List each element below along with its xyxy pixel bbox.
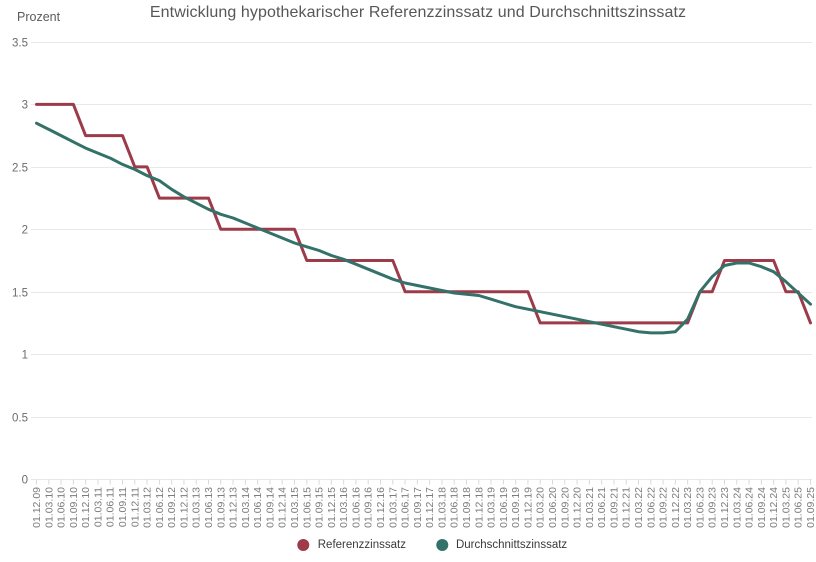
svg-text:0: 0 [22, 475, 28, 487]
svg-text:01.09.10: 01.09.10 [68, 487, 80, 528]
svg-text:01.06.17: 01.06.17 [400, 487, 412, 528]
svg-text:01.06.23: 01.06.23 [694, 487, 706, 528]
svg-text:2.5: 2.5 [12, 163, 28, 175]
svg-text:01.03.12: 01.03.12 [142, 487, 154, 528]
svg-text:01.12.11: 01.12.11 [129, 487, 141, 527]
svg-text:01.09.15: 01.09.15 [314, 487, 326, 528]
svg-text:01.09.18: 01.09.18 [461, 487, 473, 528]
svg-text:01.12.14: 01.12.14 [277, 487, 289, 528]
svg-text:01.09.17: 01.09.17 [412, 487, 424, 528]
svg-text:01.03.11: 01.03.11 [92, 487, 104, 527]
svg-text:0.5: 0.5 [12, 413, 28, 425]
svg-text:01.06.18: 01.06.18 [449, 487, 461, 528]
legend: Referenzzinssatz Durchschnittszinssatz [297, 539, 568, 551]
svg-text:01.03.17: 01.03.17 [387, 487, 399, 528]
svg-text:01.12.16: 01.12.16 [375, 487, 387, 528]
svg-text:01.12.09: 01.12.09 [31, 487, 43, 528]
svg-text:01.09.11: 01.09.11 [117, 487, 129, 527]
legend-label-durchschnittszinssatz: Durchschnittszinssatz [455, 539, 568, 551]
legend-marker-durchschnittszinssatz-icon [435, 539, 448, 551]
svg-text:01.03.24: 01.03.24 [731, 487, 743, 528]
svg-text:01.12.24: 01.12.24 [768, 487, 780, 528]
svg-text:01.12.10: 01.12.10 [80, 487, 92, 528]
svg-text:01.06.16: 01.06.16 [350, 487, 362, 528]
svg-text:01.09.12: 01.09.12 [166, 487, 178, 528]
svg-text:01.06.24: 01.06.24 [744, 487, 756, 528]
svg-text:01.12.22: 01.12.22 [670, 487, 682, 528]
legend-item-referenzzinssatz[interactable]: Referenzzinssatz [297, 539, 406, 551]
svg-text:01.06.25: 01.06.25 [793, 487, 805, 528]
svg-text:01.03.22: 01.03.22 [633, 487, 645, 528]
svg-text:01.09.25: 01.09.25 [805, 487, 816, 528]
svg-text:01.03.23: 01.03.23 [682, 487, 694, 528]
svg-text:01.12.18: 01.12.18 [473, 487, 485, 528]
svg-text:01.03.19: 01.03.19 [486, 487, 498, 528]
svg-text:01.12.21: 01.12.21 [621, 487, 633, 528]
svg-text:01.03.20: 01.03.20 [535, 487, 547, 528]
svg-text:01.09.23: 01.09.23 [707, 487, 719, 528]
svg-text:01.09.20: 01.09.20 [559, 487, 571, 528]
svg-text:01.12.19: 01.12.19 [522, 487, 534, 528]
legend-label-referenzzinssatz: Referenzzinssatz [317, 539, 406, 551]
svg-text:01.12.20: 01.12.20 [572, 487, 584, 528]
svg-text:01.03.13: 01.03.13 [191, 487, 203, 528]
svg-text:01.09.21: 01.09.21 [608, 487, 620, 528]
svg-text:3: 3 [22, 100, 28, 112]
svg-text:01.03.18: 01.03.18 [436, 487, 448, 528]
svg-text:01.12.12: 01.12.12 [178, 487, 190, 528]
svg-text:01.06.10: 01.06.10 [56, 487, 68, 528]
svg-text:01.06.21: 01.06.21 [596, 487, 608, 528]
legend-marker-referenzzinssatz-icon [297, 539, 310, 551]
svg-text:01.03.14: 01.03.14 [240, 487, 252, 528]
svg-text:01.06.12: 01.06.12 [154, 487, 166, 528]
chart-title: Entwicklung hypothekarischer Referenzzin… [149, 4, 687, 21]
svg-text:01.12.23: 01.12.23 [719, 487, 731, 528]
svg-text:01.12.13: 01.12.13 [228, 487, 240, 528]
svg-text:01.06.13: 01.06.13 [203, 487, 215, 528]
svg-text:01.06.11: 01.06.11 [105, 487, 117, 527]
svg-text:01.09.22: 01.09.22 [658, 487, 670, 528]
svg-text:3.5: 3.5 [12, 38, 28, 50]
svg-text:01.09.19: 01.09.19 [510, 487, 522, 528]
legend-item-durchschnittszinssatz[interactable]: Durchschnittszinssatz [435, 539, 568, 551]
svg-text:01.06.15: 01.06.15 [301, 487, 313, 528]
svg-text:01.06.14: 01.06.14 [252, 487, 264, 528]
svg-text:1: 1 [22, 350, 28, 362]
svg-text:01.03.15: 01.03.15 [289, 487, 301, 528]
svg-text:01.09.13: 01.09.13 [215, 487, 227, 528]
svg-text:01.03.25: 01.03.25 [780, 487, 792, 528]
svg-text:01.09.14: 01.09.14 [264, 487, 276, 528]
y-axis-title: Prozent [17, 10, 61, 24]
svg-text:01.12.15: 01.12.15 [326, 487, 338, 528]
svg-text:01.03.21: 01.03.21 [584, 487, 596, 528]
svg-text:1.5: 1.5 [12, 288, 28, 300]
svg-text:01.06.20: 01.06.20 [547, 487, 559, 528]
svg-text:01.12.17: 01.12.17 [424, 487, 436, 528]
svg-text:01.03.16: 01.03.16 [338, 487, 350, 528]
svg-text:01.06.19: 01.06.19 [498, 487, 510, 528]
svg-text:01.09.16: 01.09.16 [363, 487, 375, 528]
svg-text:2: 2 [22, 225, 28, 237]
svg-text:01.09.24: 01.09.24 [756, 487, 768, 528]
svg-text:01.06.22: 01.06.22 [645, 487, 657, 528]
svg-text:01.03.10: 01.03.10 [43, 487, 55, 528]
